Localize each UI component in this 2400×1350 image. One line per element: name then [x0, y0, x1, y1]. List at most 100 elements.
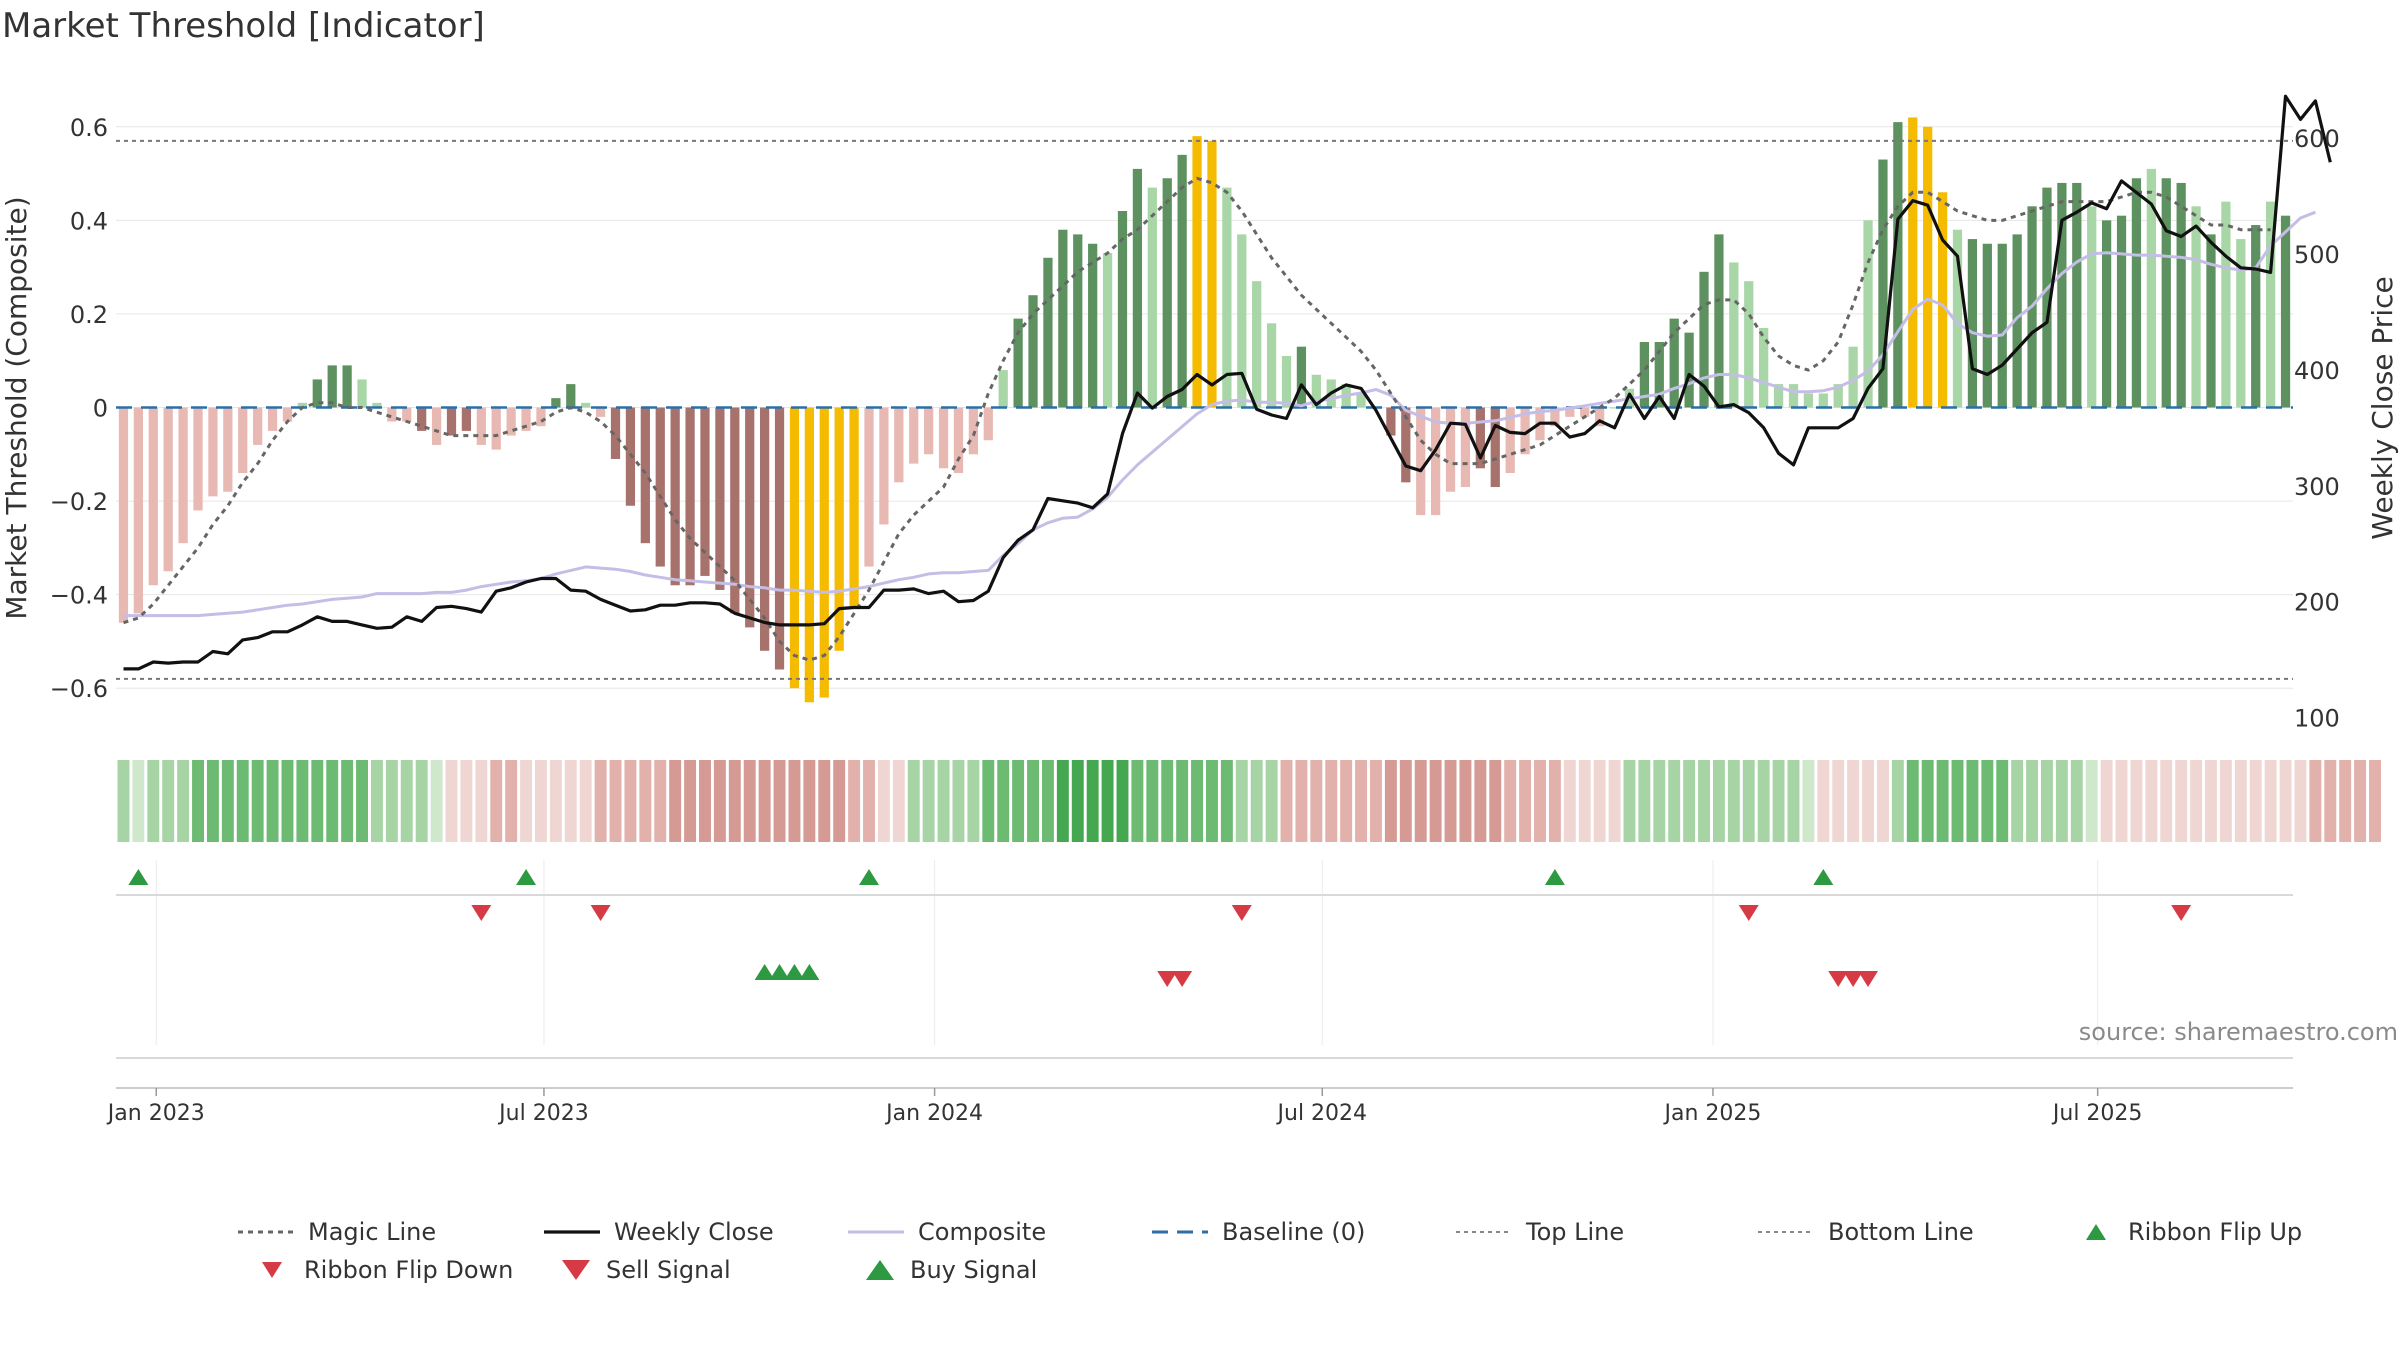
ribbon-cell	[2279, 760, 2292, 842]
composite-bar	[1878, 159, 1888, 408]
composite-bar	[1580, 407, 1590, 417]
ribbon-cell	[117, 760, 130, 842]
ribbon-cell	[1340, 760, 1353, 842]
legend-swatch	[1758, 1231, 1814, 1233]
ribbon-flip-up-marker	[516, 869, 537, 885]
composite-bar	[327, 365, 337, 408]
legend-swatch	[544, 1230, 600, 1234]
composite-bar	[2146, 168, 2156, 408]
ribbon-cell	[1712, 760, 1725, 842]
composite-bar	[1356, 393, 1366, 408]
ribbon-cell	[1772, 760, 1785, 842]
composite-bar	[1460, 407, 1471, 488]
composite-line	[123, 210, 2316, 618]
signal-panels	[116, 869, 2293, 1059]
ribbon-cell	[1727, 760, 1740, 842]
ribbon-cell	[743, 760, 756, 842]
ribbon-cell	[1519, 760, 1532, 842]
composite-bar	[1893, 122, 1903, 408]
legend-swatch	[238, 1230, 294, 1234]
composite-bar	[1803, 393, 1814, 408]
composite-bar	[1162, 178, 1172, 408]
ribbon-cell	[192, 760, 204, 842]
ribbon-cell	[1027, 760, 1039, 842]
y2-tick-label: 200	[2294, 589, 2340, 617]
ribbon-cell	[1578, 760, 1591, 842]
ribbon-cell	[1012, 760, 1025, 842]
composite-bar	[372, 402, 382, 408]
composite-bar	[1654, 342, 1664, 408]
y-tick-label: 0.4	[70, 207, 108, 235]
composite-bar	[924, 407, 934, 455]
composite-bar	[1773, 384, 1784, 408]
composite-bar	[760, 407, 770, 651]
ribbon-cell	[221, 760, 234, 842]
ribbon-flip-down-marker	[2171, 905, 2192, 921]
composite-bar	[1475, 407, 1485, 469]
ribbon-cell	[937, 760, 950, 842]
ribbon-cell	[1041, 760, 1054, 842]
ribbon-cell	[1370, 760, 1382, 842]
composite-bar	[804, 407, 814, 703]
ribbon-cell	[833, 760, 846, 842]
x-tick-label: Jul 2024	[1276, 1101, 1368, 1126]
legend-label: Baseline (0)	[1222, 1218, 1366, 1246]
composite-bar	[1088, 243, 1098, 408]
composite-bar	[1430, 407, 1441, 516]
ribbon-cell	[311, 760, 324, 842]
composite-bar	[2116, 215, 2127, 408]
composite-bar	[461, 407, 472, 431]
composite-bar	[1058, 229, 1068, 408]
composite-bar	[1744, 281, 1754, 408]
ribbon-cell	[848, 760, 861, 842]
composite-bar	[1639, 342, 1649, 408]
composite-bar	[1177, 154, 1187, 408]
ribbon-cell	[475, 760, 488, 842]
composite-bar	[1967, 239, 1978, 408]
ribbon-cell	[1459, 760, 1472, 842]
sell-signal-marker	[1172, 971, 1193, 987]
composite-bar	[1028, 295, 1038, 408]
composite-bar	[2131, 178, 2142, 408]
ribbon-cell	[654, 760, 667, 842]
ribbon-cell	[952, 760, 965, 842]
ribbon-cell	[863, 760, 875, 842]
composite-bar	[1833, 384, 1843, 408]
ribbon-cell	[1399, 760, 1412, 842]
legend-label: Ribbon Flip Up	[2128, 1218, 2303, 1246]
composite-bar	[1595, 407, 1605, 427]
ribbon-cell	[669, 760, 682, 842]
ribbon-cell	[1265, 760, 1278, 842]
composite-bar	[297, 402, 308, 408]
composite-bar	[610, 407, 621, 459]
ribbon-cell	[505, 760, 518, 842]
composite-bar	[595, 407, 606, 417]
composite-bar	[521, 407, 531, 431]
composite-bar	[2176, 182, 2186, 408]
composite-bar	[238, 407, 248, 473]
legend-label: Buy Signal	[910, 1256, 1038, 1284]
composite-bar	[431, 407, 442, 445]
composite-bar	[1401, 407, 1411, 483]
y2-axis-label: Weekly Close Price	[2366, 276, 2399, 539]
composite-bar	[938, 407, 949, 469]
ribbon-cell	[1191, 760, 1204, 842]
ribbon-cell	[877, 760, 890, 842]
composite-bar	[879, 407, 889, 525]
ribbon-cell	[2219, 760, 2232, 842]
ribbon-flip-down-marker	[1231, 905, 1252, 921]
ribbon-cell	[490, 760, 503, 842]
composite-bar	[2236, 239, 2246, 408]
ribbon-cell	[1817, 760, 1830, 842]
ribbon-cell	[773, 760, 786, 842]
ribbon-cell	[236, 760, 249, 842]
ribbon-cell	[1847, 760, 1860, 842]
ribbon-cell	[1235, 760, 1248, 842]
composite-bar	[1505, 407, 1515, 473]
composite-bar	[1699, 271, 1709, 408]
legend-item-bottom-line: Bottom Line	[1758, 1218, 1974, 1246]
ribbon-cell	[1698, 760, 1710, 842]
legend-item-weekly-close: Weekly Close	[544, 1218, 774, 1246]
ribbon-cell	[1906, 760, 1919, 842]
